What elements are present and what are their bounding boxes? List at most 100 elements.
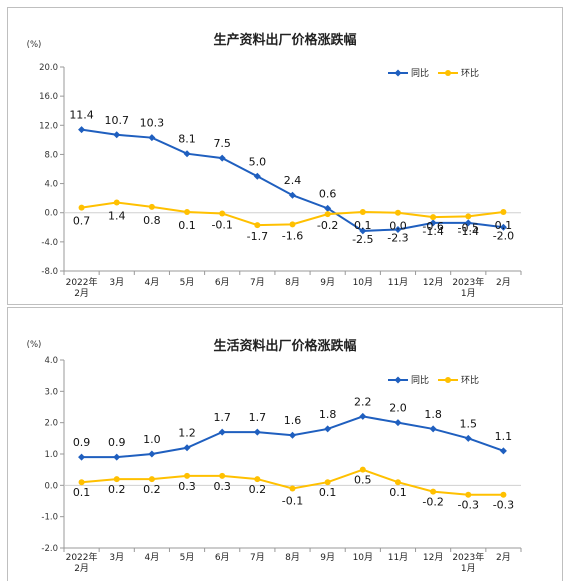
data-point: [465, 491, 472, 498]
data-point: [500, 208, 507, 215]
x-tick-label: 6月: [215, 277, 230, 288]
x-tick-label: 12月: [423, 277, 443, 288]
data-label: -1.4: [422, 225, 443, 238]
x-tick-label: 2023年: [452, 551, 484, 563]
data-point: [78, 126, 86, 134]
y-tick-label: 2.0: [44, 419, 58, 429]
data-point: [359, 208, 366, 215]
data-point: [148, 134, 156, 142]
data-point: [465, 213, 472, 220]
x-tick-label: 2月: [74, 563, 89, 574]
data-label: 1.8: [319, 408, 337, 421]
data-label: -0.2: [422, 496, 443, 509]
data-point: [113, 476, 120, 483]
data-label: 1.5: [460, 417, 478, 430]
y-tick-label: 16.0: [39, 92, 58, 102]
data-label: 1.4: [108, 210, 126, 223]
x-tick-label: 11月: [388, 277, 408, 288]
y-tick-label: 0.0: [44, 209, 58, 219]
x-tick-label: 3月: [109, 552, 124, 563]
data-point: [394, 479, 401, 486]
data-label: 0.3: [178, 480, 196, 493]
y-tick-label: -8.0: [41, 267, 58, 277]
data-label: 1.8: [424, 408, 442, 421]
x-tick-label: 11月: [388, 552, 408, 563]
data-point: [324, 425, 332, 433]
y-tick-label: 4.0: [44, 356, 58, 366]
data-label: 0.1: [354, 219, 372, 232]
data-label: 0.1: [73, 486, 91, 499]
legend-marker: [394, 69, 402, 77]
x-tick-label: 2022年: [66, 276, 98, 288]
x-tick-label: 3月: [109, 277, 124, 288]
legend-marker: [445, 70, 451, 76]
data-point: [429, 219, 437, 227]
data-label: -1.6: [282, 229, 303, 242]
data-point: [254, 222, 261, 229]
data-point: [148, 203, 155, 210]
data-point: [78, 204, 85, 211]
x-tick-label: 1月: [461, 288, 476, 299]
data-point: [324, 204, 332, 212]
data-label: -0.3: [493, 499, 514, 512]
x-tick-label: 1月: [461, 563, 476, 574]
data-label: 0.5: [354, 474, 372, 487]
x-tick-label: 4月: [145, 277, 160, 288]
data-label: 1.1: [495, 430, 513, 443]
data-label: 7.5: [213, 137, 231, 150]
data-point: [254, 476, 261, 483]
data-label: 1.7: [249, 411, 267, 424]
legend-label: 环比: [461, 374, 479, 386]
data-point: [289, 221, 296, 228]
data-label: -2.5: [352, 233, 373, 246]
data-point: [289, 191, 296, 199]
data-label: -0.1: [282, 494, 303, 507]
data-label: 0.8: [143, 214, 161, 227]
data-point: [289, 485, 296, 492]
y-tick-label: -1.0: [41, 513, 58, 523]
data-label: 2.2: [354, 395, 372, 408]
data-label: 1.6: [284, 414, 302, 427]
data-point: [219, 210, 226, 217]
data-point: [148, 476, 155, 483]
data-label: -2.0: [493, 229, 514, 242]
data-label: -0.5: [458, 221, 479, 234]
y-tick-label: 3.0: [44, 387, 58, 397]
chart-frame: [7, 307, 563, 581]
data-point: [218, 154, 226, 162]
data-label: 1.7: [213, 411, 231, 424]
y-tick-label: 1.0: [44, 450, 58, 460]
data-point: [183, 444, 191, 452]
y-tick-label: 4.0: [44, 180, 58, 190]
chart-1: 生产资料出厂价格涨跌幅 (%) 20.0 16.0 12.0 8.0 4.0 0.0 -4.0 -…: [7, 7, 563, 305]
x-tick-label: 9月: [320, 277, 335, 288]
data-label: 0.1: [319, 486, 337, 499]
data-label: 10.3: [140, 117, 165, 130]
y-tick-label: 12.0: [39, 121, 58, 131]
data-label: 0.9: [73, 436, 91, 449]
x-tick-label: 2022年: [66, 551, 98, 563]
legend-label: 同比: [411, 374, 429, 386]
chart-title: 生活资料出厂价格涨跌幅: [213, 338, 356, 354]
y-tick-label: 0.0: [44, 481, 58, 491]
data-point: [253, 172, 261, 180]
data-point: [464, 434, 472, 442]
data-label: -0.2: [317, 219, 338, 232]
y-unit-label: (%): [27, 40, 42, 50]
series-mom: 0.7 1.4 0.8 0.1 -0.1 -1.7 -1.6 -0.2 0.1 0.0 -0.6 -0…: [73, 199, 512, 243]
x-tick-label: 9月: [320, 552, 335, 563]
data-point: [359, 466, 366, 473]
data-point: [429, 425, 437, 433]
data-point: [430, 488, 437, 495]
data-label: -1.7: [247, 230, 268, 243]
legend-label: 同比: [411, 67, 429, 79]
chart-2: 生活资料出厂价格涨跌幅 (%)4.0 3.0 2.0 1.0 0.0 -1.0 -2.0 202…: [7, 307, 563, 581]
data-point: [78, 453, 86, 461]
data-label: 1.0: [143, 433, 161, 446]
x-tick-label: 2月: [496, 552, 511, 563]
data-label: 0.1: [178, 219, 196, 232]
legend: 同比 环比: [388, 374, 479, 386]
data-label: 11.4: [69, 109, 94, 122]
data-label: -0.1: [211, 218, 232, 231]
